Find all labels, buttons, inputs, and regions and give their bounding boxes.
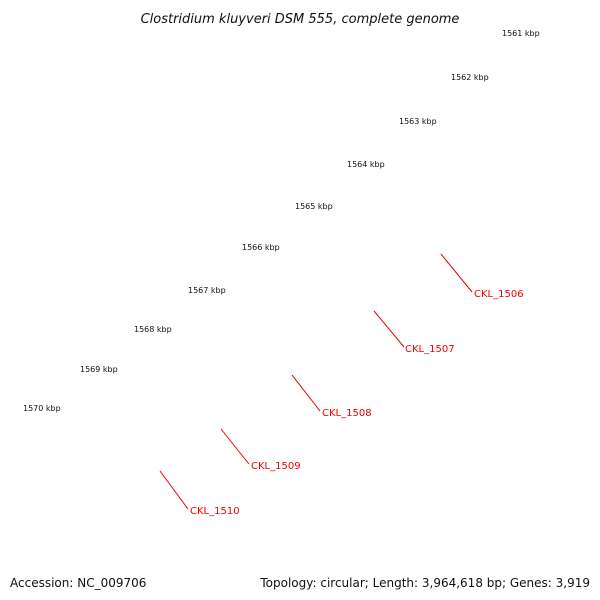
scale-label-1563: 1563 kbp (399, 117, 437, 126)
scale-label-1564: 1564 kbp (347, 160, 385, 169)
scale-label-1562: 1562 kbp (451, 73, 489, 82)
leader-line (440, 253, 473, 293)
scale-label-1561: 1561 kbp (502, 29, 540, 38)
scale-label-1568: 1568 kbp (134, 325, 172, 334)
leader-line (373, 310, 405, 348)
gene-label-ckl-1506: CKL_1506 (474, 289, 524, 300)
scale-label-1569: 1569 kbp (80, 365, 118, 374)
scale-label-1567: 1567 kbp (188, 286, 226, 295)
gene-label-ckl-1510: CKL_1510 (190, 506, 240, 517)
map-title: Clostridium kluyveri DSM 555, complete g… (141, 12, 460, 27)
genome-summary-text: Topology: circular; Length: 3,964,618 bp… (259, 576, 590, 590)
scale-label-1570: 1570 kbp (23, 404, 61, 413)
accession-text: Accession: NC_009706 (10, 576, 146, 590)
scale-label-1565: 1565 kbp (295, 202, 333, 211)
gene-label-ckl-1507: CKL_1507 (405, 344, 455, 355)
scale-label-1566: 1566 kbp (242, 243, 280, 252)
gene-label-ckl-1508: CKL_1508 (322, 408, 372, 419)
gene-label-ckl-1509: CKL_1509 (251, 461, 301, 472)
gene-label-leaders (159, 253, 473, 510)
leader-line (220, 428, 250, 465)
leader-line (291, 374, 321, 412)
leader-line (159, 470, 189, 510)
